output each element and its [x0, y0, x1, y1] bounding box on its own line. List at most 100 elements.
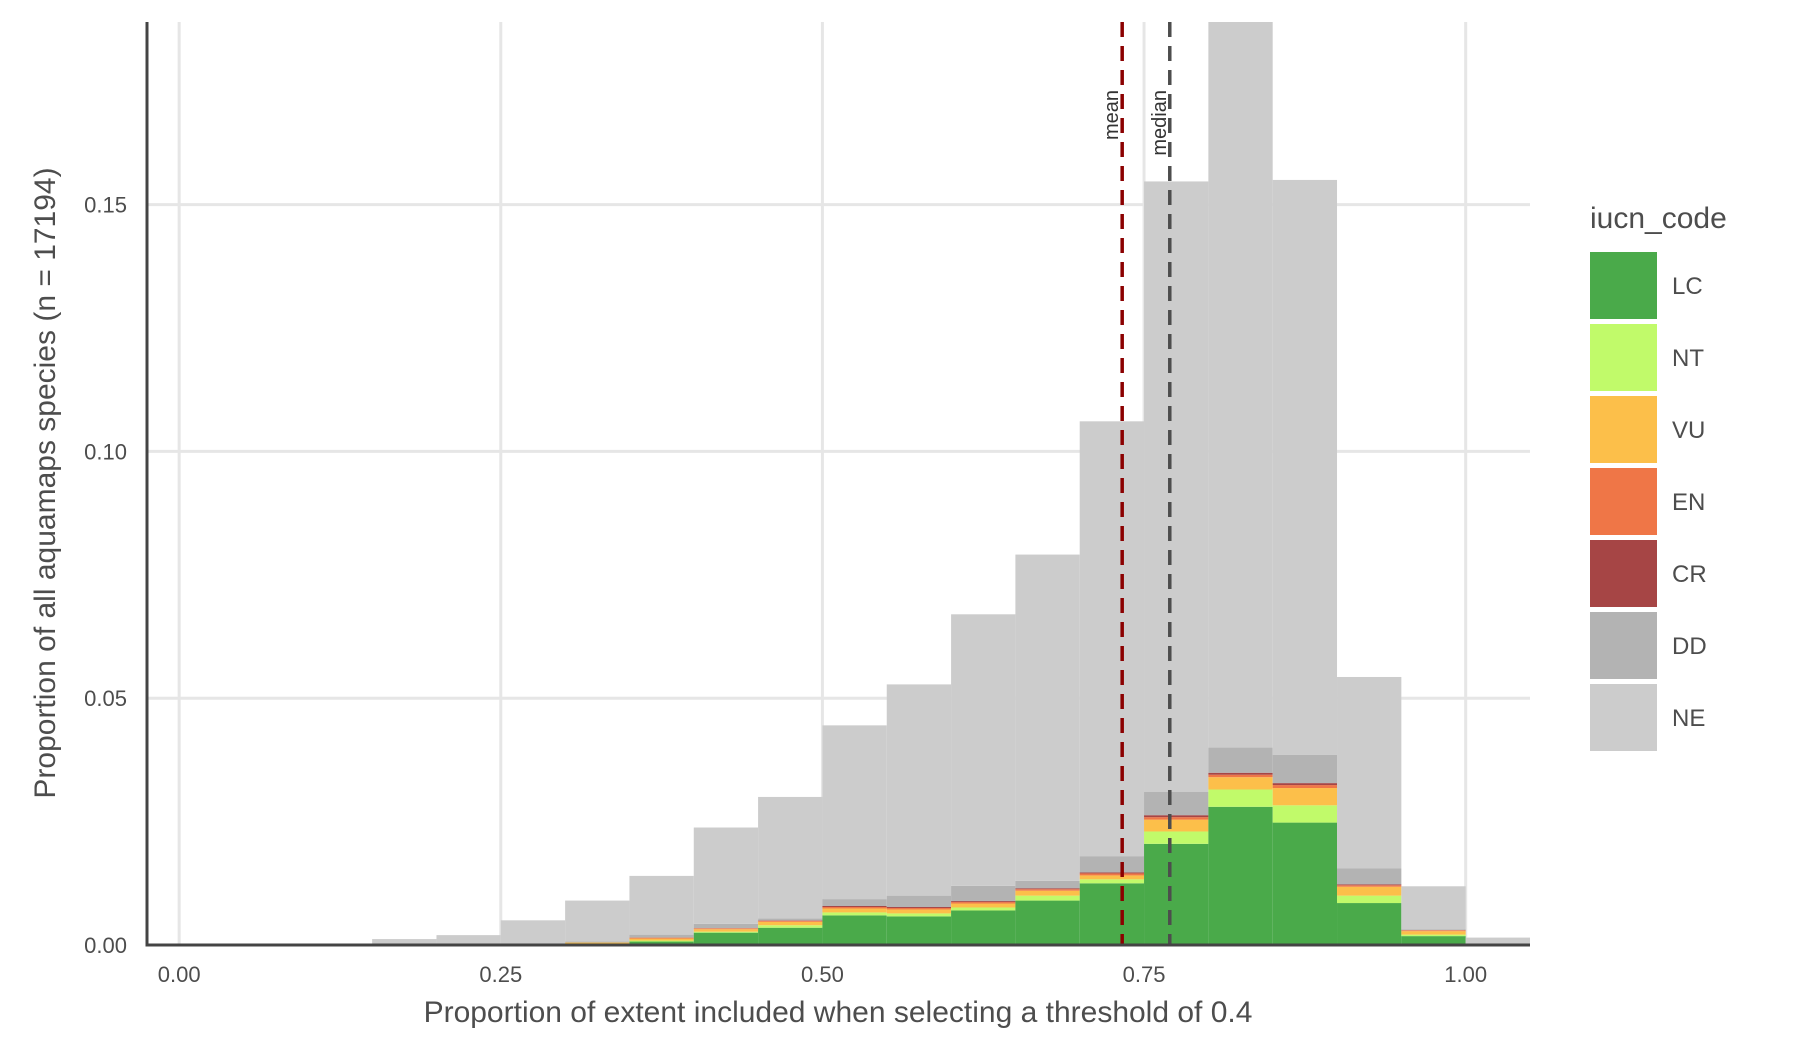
bar-EN-10: [822, 906, 887, 909]
bar-LC-9: [758, 927, 823, 945]
bar-NE-16: [1208, 22, 1273, 748]
bar-NT-18: [1337, 895, 1402, 904]
bar-NT-9: [758, 925, 823, 928]
bar-NT-16: [1208, 789, 1273, 807]
y-tick-label-1: 0.05: [84, 686, 127, 711]
bar-DD-19: [1401, 929, 1466, 931]
bar-NE-6: [565, 900, 630, 942]
bar-DD-6: [565, 941, 630, 943]
bar-CR-11: [886, 906, 952, 908]
median-label: median: [1149, 90, 1171, 156]
x-axis-title: Proportion of extent included when selec…: [424, 996, 1253, 1029]
bar-NT-19: [1401, 934, 1466, 937]
bar-CR-12: [951, 901, 1016, 903]
legend-label-LC: LC: [1672, 273, 1703, 300]
x-tick-label-3: 0.75: [1123, 962, 1166, 987]
bar-VU-8: [693, 929, 759, 932]
bar-DD-17: [1272, 754, 1338, 784]
bar-NE-11: [886, 684, 952, 896]
bar-DD-7: [629, 934, 694, 938]
bar-LC-7: [629, 941, 694, 945]
bar-VU-16: [1208, 777, 1273, 790]
bar-NE-15: [1144, 181, 1209, 792]
bar-DD-9: [758, 918, 823, 921]
stacked-bars: [243, 22, 1530, 945]
bar-EN-13: [1015, 889, 1080, 891]
bar-EN-17: [1272, 785, 1338, 789]
bar-NT-17: [1272, 805, 1338, 823]
bar-LC-18: [1337, 903, 1402, 945]
legend-label-DD: DD: [1672, 633, 1707, 660]
bar-DD-16: [1208, 747, 1273, 773]
bar-CR-15: [1144, 815, 1209, 818]
bar-NE-12: [951, 614, 1016, 886]
bar-NT-12: [951, 907, 1016, 911]
bar-EN-15: [1144, 817, 1209, 820]
bar-NE-9: [758, 796, 823, 919]
bar-NT-10: [822, 912, 887, 916]
bar-VU-19: [1401, 931, 1466, 935]
legend-swatch-NT: [1590, 324, 1657, 391]
bar-EN-11: [886, 907, 952, 910]
bar-CR-16: [1208, 772, 1273, 775]
bar-EN-7: [629, 937, 694, 939]
axes: [145, 22, 1530, 947]
bar-LC-10: [822, 915, 887, 945]
bar-DD-18: [1337, 868, 1402, 885]
bar-VU-7: [629, 938, 694, 941]
legend-swatch-NE: [1590, 684, 1657, 751]
bar-NE-20: [1465, 937, 1530, 945]
legend-label-NT: NT: [1672, 345, 1704, 372]
y-tick-label-2: 0.10: [84, 439, 127, 464]
bar-VU-12: [951, 903, 1016, 908]
y-axis-title: Proportion of all aquamaps species (n = …: [29, 167, 62, 798]
bar-VU-11: [886, 909, 952, 914]
bar-DD-14: [1079, 856, 1145, 873]
legend-label-VU: VU: [1672, 417, 1705, 444]
bar-NT-8: [693, 931, 759, 933]
bar-NE-14: [1079, 421, 1145, 857]
bar-LC-15: [1144, 843, 1209, 945]
x-tick-label-1: 0.25: [479, 962, 522, 987]
legend-swatch-VU: [1590, 396, 1657, 463]
bar-NE-3: [372, 939, 437, 945]
bar-LC-11: [886, 916, 952, 945]
legend-swatch-LC: [1590, 252, 1657, 319]
bar-VU-13: [1015, 890, 1080, 896]
bar-NE-10: [822, 725, 887, 900]
bar-LC-16: [1208, 806, 1273, 945]
legend-swatch-DD: [1590, 612, 1657, 679]
bar-VU-15: [1144, 819, 1209, 832]
bar-NE-13: [1015, 554, 1080, 881]
bar-DD-11: [886, 895, 952, 907]
bar-EN-8: [693, 928, 759, 930]
bar-DD-12: [951, 885, 1016, 902]
legend-swatch-EN: [1590, 468, 1657, 535]
bar-NT-13: [1015, 895, 1080, 901]
bar-LC-14: [1079, 883, 1145, 945]
bar-NT-7: [629, 940, 694, 942]
bar-NT-11: [886, 913, 952, 917]
y-tick-label-0: 0.00: [84, 933, 127, 958]
legend-label-EN: EN: [1672, 489, 1705, 516]
bar-CR-18: [1337, 884, 1402, 886]
reference-lines: mean median: [1101, 22, 1172, 945]
bar-VU-14: [1079, 875, 1145, 880]
bar-NE-5: [500, 920, 566, 945]
legend: iucn_code LC NT VU EN CR DD NE: [1590, 202, 1727, 751]
bar-EN-19: [1401, 930, 1466, 932]
bar-DD-15: [1144, 791, 1209, 816]
bar-LC-13: [1015, 900, 1080, 945]
bar-NE-4: [436, 935, 501, 945]
mean-label: mean: [1101, 90, 1123, 140]
bar-DD-8: [693, 923, 759, 929]
bar-LC-19: [1401, 936, 1466, 945]
bar-NE-7: [629, 875, 694, 935]
bar-NT-14: [1079, 879, 1145, 884]
bar-DD-13: [1015, 880, 1080, 889]
x-tick-label-2: 0.50: [801, 962, 844, 987]
x-tick-label-4: 1.00: [1444, 962, 1487, 987]
legend-title: iucn_code: [1590, 202, 1727, 235]
bar-EN-16: [1208, 774, 1273, 778]
